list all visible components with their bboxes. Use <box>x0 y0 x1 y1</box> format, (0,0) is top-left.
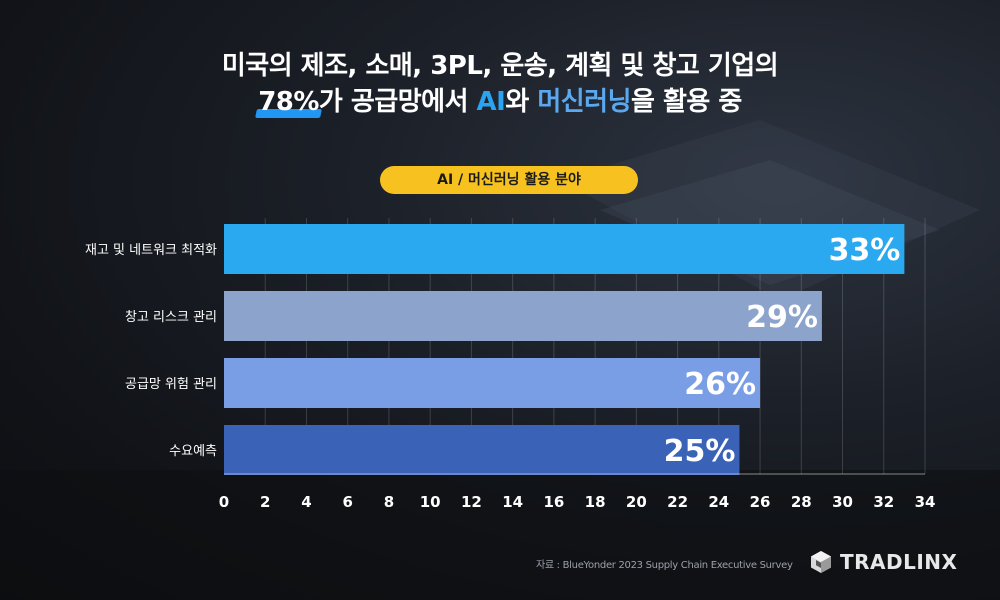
value-label: 25% <box>664 434 736 469</box>
title-line-1: 미국의 제조, 소매, 3PL, 운송, 계획 및 창고 기업의 <box>221 51 779 81</box>
x-tick-label: 4 <box>301 493 311 511</box>
title-ml: 머신러닝 <box>537 87 632 117</box>
x-tick-label: 0 <box>219 493 229 511</box>
x-tick-label: 6 <box>342 493 352 511</box>
value-label: 29% <box>746 300 818 335</box>
x-tick-label: 14 <box>502 493 523 511</box>
logo-text: TRADLINX <box>840 550 958 574</box>
category-pill: AI / 머신러닝 활용 분야 <box>380 166 638 194</box>
title-line-2: 78%가 공급망에서 AI와 머신러닝을 활용 중 <box>0 84 1000 120</box>
value-label: 26% <box>684 367 756 402</box>
category-label: 공급망 위험 관리 <box>125 377 217 392</box>
x-tick-label: 32 <box>873 493 894 511</box>
x-tick-label: 8 <box>384 493 394 511</box>
x-tick-label: 30 <box>832 493 853 511</box>
brand-logo: TRADLINX <box>808 548 957 576</box>
x-tick-label: 16 <box>543 493 564 511</box>
x-tick-label: 18 <box>585 493 606 511</box>
x-tick-label: 20 <box>626 493 647 511</box>
x-tick-label: 12 <box>461 493 482 511</box>
x-tick-label: 24 <box>708 493 729 511</box>
category-label: 재고 및 네트워크 최적화 <box>85 243 217 258</box>
category-label: 수요예측 <box>169 444 217 459</box>
value-label: 33% <box>829 233 901 268</box>
bar <box>224 358 761 408</box>
tradlinx-cube-icon <box>811 551 831 573</box>
x-tick-label: 34 <box>915 493 936 511</box>
x-tick-label: 26 <box>750 493 771 511</box>
page-title: 미국의 제조, 소매, 3PL, 운송, 계획 및 창고 기업의 78%가 공급… <box>0 48 1000 120</box>
x-tick-label: 2 <box>260 493 270 511</box>
bar <box>224 224 905 274</box>
bar <box>224 291 822 341</box>
source-note: 자료 : BlueYonder 2023 Supply Chain Execut… <box>536 560 793 571</box>
x-tick-label: 22 <box>667 493 688 511</box>
x-tick-label: 28 <box>791 493 812 511</box>
title-ai: AI <box>476 87 506 117</box>
category-label: 창고 리스크 관리 <box>125 310 217 325</box>
title-highlight-number: 78% <box>258 84 319 120</box>
x-tick-label: 10 <box>420 493 441 511</box>
bar <box>224 425 740 475</box>
